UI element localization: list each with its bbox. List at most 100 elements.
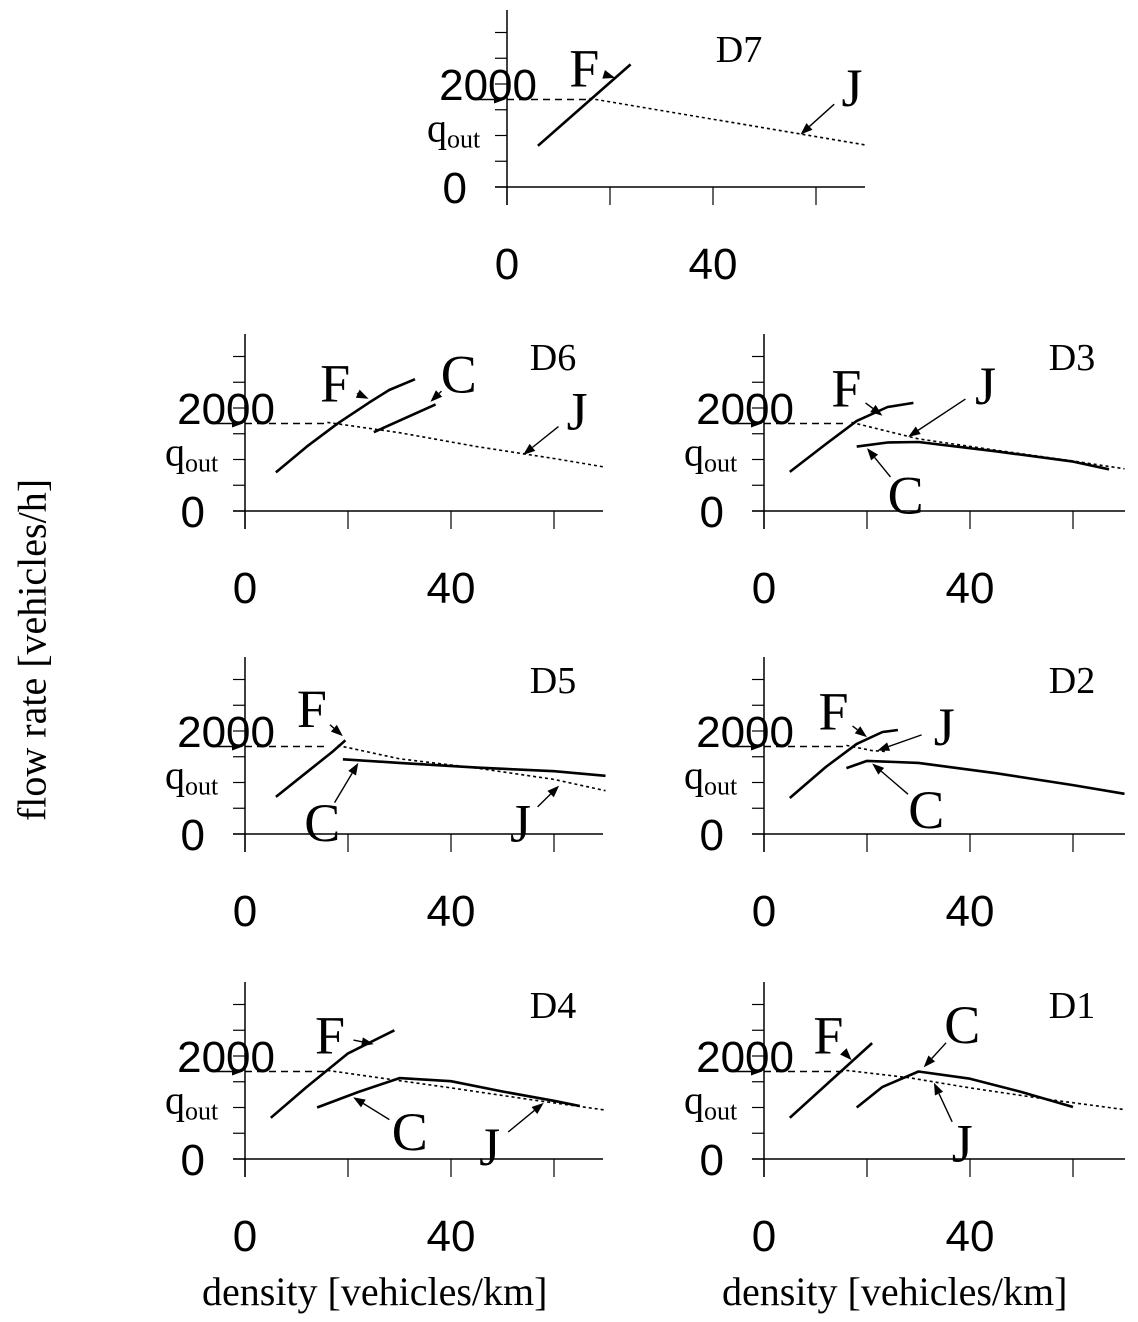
annotation-label-j: J [975,356,996,416]
qout-symbol: q [684,753,704,798]
y-tick-label: 0 [181,1136,205,1185]
panel-title: D4 [530,985,576,1027]
annotation-arrow-head [531,1102,544,1114]
series-line-f [537,63,632,147]
y-tick-label: 2000 [177,708,275,757]
annotation-label-c: C [908,780,944,840]
x-tick-label: 40 [946,1212,995,1261]
annotation-arrow [333,772,353,803]
series-line-c [845,759,1125,796]
panel-title: D1 [1049,985,1095,1027]
y-tick-label: 0 [181,811,205,860]
x-tick-label: 0 [752,1212,776,1261]
x-tick-label: 0 [233,887,257,936]
qout-label: qout [684,753,738,801]
annotation-arrow [329,724,335,729]
qout-symbol: q [165,753,185,798]
series-line-c [342,758,606,778]
y-tick-label: 2000 [696,385,794,434]
x-axis-label-left: density [vehicles/km] [202,1269,548,1314]
x-tick-label: 0 [752,564,776,613]
series-line-c [316,1076,581,1109]
annotation-arrow-head [908,426,921,437]
annotation-arrow [809,103,835,127]
annotation-arrow-head [430,390,443,402]
annotation-arrow-head [353,1097,366,1108]
y-tick-label: 2000 [696,1033,794,1082]
annotation-label-c: C [944,995,980,1055]
x-tick-label: 0 [752,887,776,936]
panel-title: D6 [530,337,576,379]
annotation-arrow-head [923,1055,936,1068]
qout-subscript: out [185,449,219,478]
x-tick-label: 40 [689,240,738,289]
annotation-arrow-head [547,785,560,798]
series-line-f [788,1042,873,1119]
annotation-arrow-head [330,724,343,737]
qout-subscript: out [704,449,738,478]
qout-label: qout [684,430,738,478]
qout-arrow-head [232,1067,243,1076]
qout-symbol: q [165,1078,185,1123]
y-tick-label: 0 [700,1136,724,1185]
qout-subscript: out [447,125,481,154]
qout-symbol: q [684,430,704,475]
qout-subscript: out [704,1097,738,1126]
x-tick-label: 40 [946,887,995,936]
annotation-arrow-head [361,1037,374,1047]
y-tick-label: 2000 [439,61,537,110]
qout-symbol: q [427,106,447,151]
annotation-arrow [865,402,874,410]
panel-title: D7 [716,29,762,71]
annotation-arrow [888,734,922,748]
annotation-arrow-head [355,389,369,399]
series-line-c [856,440,1110,471]
annotation-label-f: F [315,1005,345,1065]
annotation-label-f: F [297,679,327,739]
x-tick-label: 40 [427,887,476,936]
qout-label: qout [427,106,481,154]
annotation-arrow [353,1039,363,1043]
annotation-arrow [532,426,559,448]
series-line-f [788,728,899,799]
x-tick-label: 0 [495,240,519,289]
series-line-c [373,403,437,434]
annotation-arrow [438,390,442,394]
qout-arrow-head [232,742,243,751]
y-tick-label: 0 [700,811,724,860]
series-line-c [855,1070,1074,1109]
qout-symbol: q [165,430,185,475]
annotation-label-j: J [510,794,531,854]
annotation-arrow [874,457,892,478]
annotation-label-f: F [320,353,350,413]
series-line-j [327,421,606,468]
y-axis-label: flow rate [vehicles/h] [9,478,55,822]
panel-title: D5 [530,660,576,702]
series-line-j [327,1069,606,1111]
series-line-f [275,378,416,474]
x-tick-label: 40 [427,1212,476,1261]
annotation-arrow [362,1102,390,1121]
y-tick-label: 0 [181,488,205,537]
annotation-arrow-head [854,726,867,738]
annotation-label-f: F [813,1005,843,1065]
annotation-label-c: C [888,466,924,526]
series-line-f [275,739,347,798]
annotation-arrow-head [872,763,885,775]
qout-subscript: out [185,1097,219,1126]
annotation-arrow-head [877,742,891,751]
annotation-arrow-head [348,762,359,776]
annotation-arrow [507,1109,535,1133]
qout-label: qout [684,1078,738,1126]
annotation-label-c: C [441,345,477,405]
qout-label: qout [165,753,219,801]
series-line-j [851,421,1125,470]
x-axis-label-right: density [vehicles/km] [722,1269,1068,1314]
annotation-arrow-head [523,443,536,455]
